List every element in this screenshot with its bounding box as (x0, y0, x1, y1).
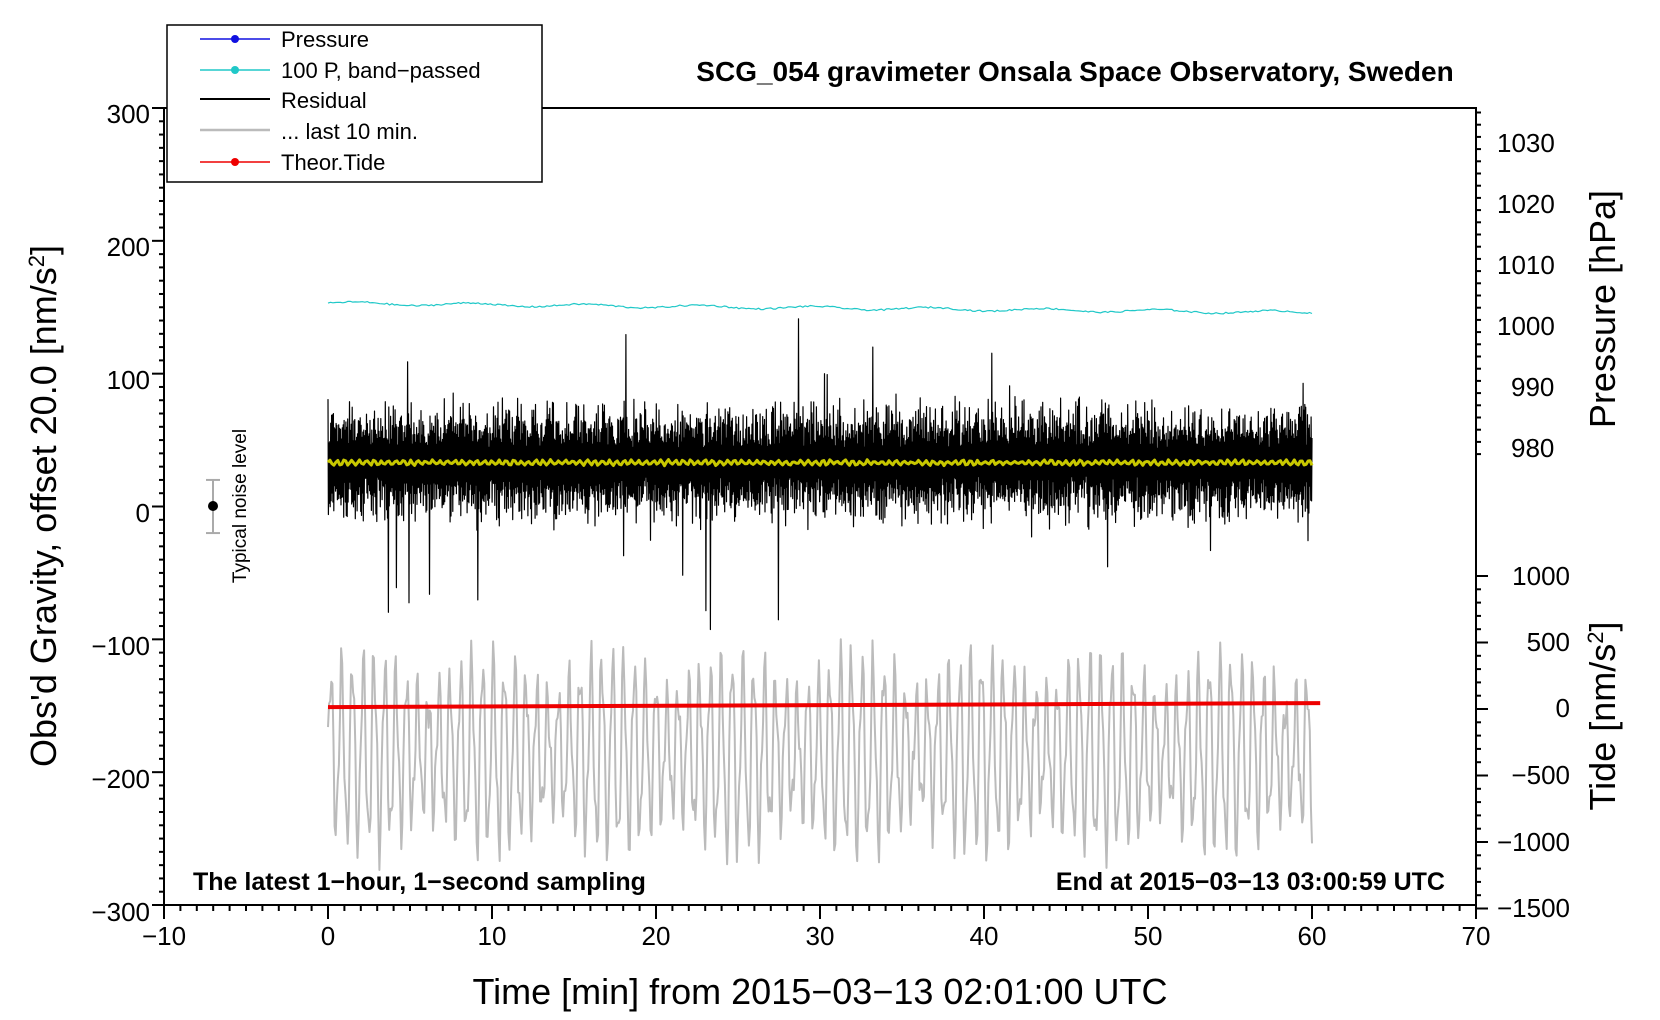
annotation-sampling: The latest 1−hour, 1−second sampling (193, 868, 646, 896)
y-axis-title-pressure: Pressure [hPa] (1582, 190, 1623, 428)
annotation-end-time: End at 2015−03−13 03:00:59 UTC (1056, 868, 1445, 896)
series-theor-tide (327, 701, 1321, 710)
y-left-tick-label: −300 (91, 897, 150, 927)
pressure-tick-label: 1030 (1497, 128, 1555, 158)
y-axis-title-left: Obs'd Gravity, offset 20.0 [nm/s2] (23, 245, 64, 767)
legend-label-pressure: Pressure (281, 27, 369, 52)
x-tick-label: 10 (478, 921, 507, 951)
legend-box (166, 24, 543, 183)
y-left-tick-label: 100 (107, 365, 150, 395)
chart-title: SCG_054 gravimeter Onsala Space Observat… (696, 56, 1453, 87)
y-left-tick-label: 200 (107, 232, 150, 262)
tide-tick-label: 1000 (1512, 561, 1570, 591)
x-tick-labels: −10 0 10 20 30 40 50 60 70 (142, 921, 1491, 951)
tide-tick-label: −1000 (1497, 827, 1570, 857)
legend-label-residual: Residual (281, 88, 367, 113)
pressure-tick-label: 1020 (1497, 189, 1555, 219)
series-smoothed-residual (326, 458, 1314, 468)
axis-ticks (152, 107, 1488, 919)
x-tick-label: 0 (321, 921, 335, 951)
x-tick-label: 70 (1462, 921, 1491, 951)
y-left-tick-labels: 300 200 100 0 −100 −200 −300 (91, 99, 150, 927)
x-tick-label: −10 (142, 921, 186, 951)
x-tick-label: 20 (642, 921, 671, 951)
x-tick-label: 50 (1134, 921, 1163, 951)
series-last-10-min (327, 638, 1313, 871)
legend-label-tide: Theor.Tide (281, 150, 385, 175)
tide-tick-label: 500 (1527, 627, 1570, 657)
x-axis-title: Time [min] from 2015−03−13 02:01:00 UTC (472, 971, 1167, 1012)
pressure-tick-label: 980 (1511, 433, 1554, 463)
noise-level-indicator: Typical noise level (206, 429, 251, 583)
tide-tick-label: −500 (1511, 760, 1570, 790)
legend-marker-bandpassed (231, 66, 239, 74)
noise-center-dot (208, 501, 218, 511)
chart-traces (326, 300, 1321, 871)
x-tick-label: 40 (970, 921, 999, 951)
pressure-tick-label: 990 (1511, 372, 1554, 402)
legend-marker-tide (231, 158, 239, 166)
x-tick-label: 30 (806, 921, 835, 951)
legend-label-bandpassed: 100 P, band−passed (281, 58, 481, 83)
series-residual (327, 318, 1313, 631)
y-left-tick-label: −200 (91, 764, 150, 794)
legend-marker-pressure (231, 35, 239, 43)
pressure-tick-label: 1000 (1497, 311, 1555, 341)
noise-label: Typical noise level (230, 429, 251, 583)
series-band-passed (327, 300, 1313, 315)
legend: Pressure 100 P, band−passed Residual ...… (166, 24, 543, 183)
pressure-tick-labels: 1030 1020 1010 1000 990 980 (1497, 128, 1555, 463)
tide-tick-label: −1500 (1497, 893, 1570, 923)
y-axis-title-tide: Tide [nm/s2] (1582, 622, 1623, 811)
y-left-tick-label: 300 (107, 99, 150, 129)
pressure-tick-label: 1010 (1497, 250, 1555, 280)
legend-label-last10: ... last 10 min. (281, 119, 418, 144)
y-left-tick-label: −100 (91, 631, 150, 661)
y-left-tick-label: 0 (136, 498, 150, 528)
tide-tick-label: 0 (1556, 693, 1570, 723)
tide-tick-labels: 1000 500 0 −500 −1000 −1500 (1497, 561, 1570, 923)
x-tick-label: 60 (1298, 921, 1327, 951)
